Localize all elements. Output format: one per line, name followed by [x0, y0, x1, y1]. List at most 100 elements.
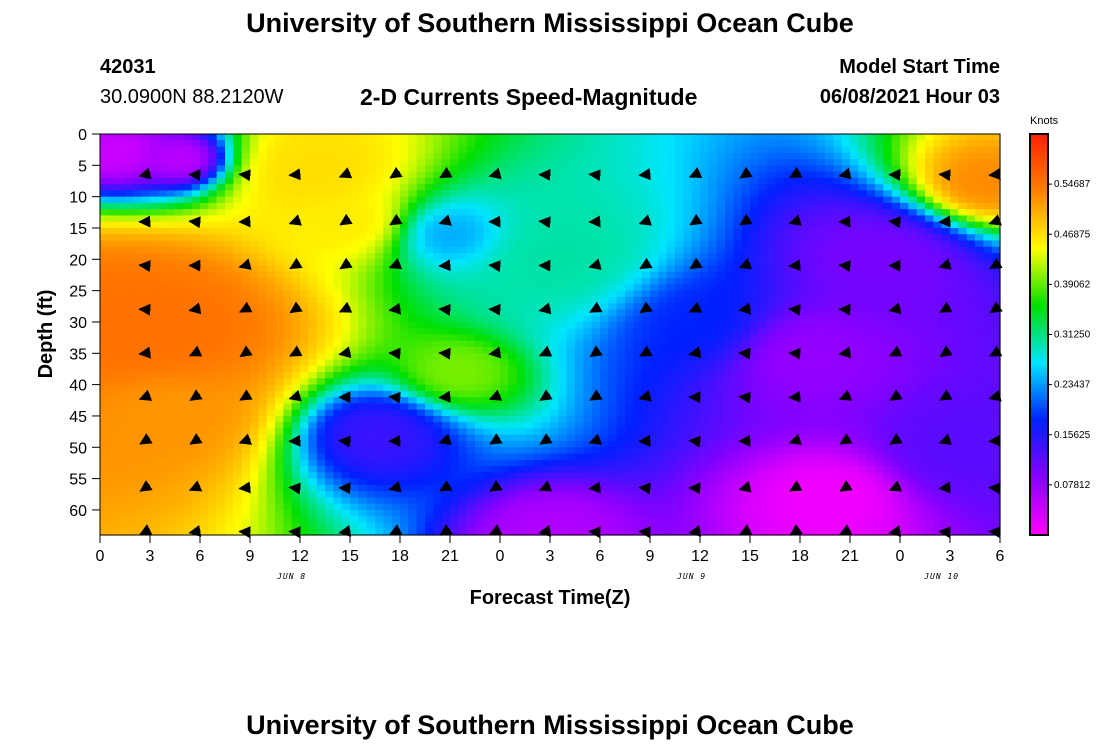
heat-cell: [633, 221, 643, 229]
heat-cell: [475, 253, 484, 260]
heat-cell: [150, 347, 159, 354]
heat-cell: [491, 409, 501, 417]
heat-cell: [575, 271, 584, 279]
heat-cell: [383, 290, 393, 298]
heat-cell: [450, 146, 459, 154]
heat-cell: [233, 146, 243, 154]
heat-cell: [150, 134, 159, 141]
heat-cell: [300, 159, 309, 166]
heat-cell: [283, 209, 293, 217]
heat-cell: [883, 271, 893, 279]
heat-cell: [316, 278, 326, 285]
heat-cell: [116, 340, 126, 348]
heat-cell: [883, 303, 893, 311]
heat-cell: [150, 384, 159, 392]
heat-cell: [383, 246, 393, 254]
heat-cell: [816, 284, 826, 292]
heat-cell: [158, 271, 168, 279]
heat-cell: [866, 134, 876, 141]
heat-cell: [650, 284, 659, 292]
heat-cell: [466, 409, 476, 417]
heat-cell: [575, 353, 584, 361]
heat-cell: [250, 152, 259, 160]
heat-cell: [491, 140, 501, 148]
heat-cell: [366, 303, 376, 311]
heat-cell: [500, 359, 509, 367]
heat-cell: [750, 284, 759, 292]
heat-cell: [883, 365, 893, 373]
heat-cell: [216, 140, 226, 148]
heat-cell: [366, 265, 376, 273]
heat-cell: [475, 165, 484, 173]
heat-cell: [350, 321, 359, 329]
heat-cell: [266, 372, 276, 379]
heat-cell: [950, 215, 959, 223]
heat-cell: [408, 221, 418, 229]
heat-cell: [300, 390, 309, 398]
heat-cell: [366, 309, 376, 317]
heat-cell: [500, 271, 509, 279]
heat-cell: [908, 303, 918, 311]
heat-cell: [208, 221, 218, 229]
heat-cell: [391, 340, 401, 348]
heat-cell: [216, 165, 226, 173]
heat-cell: [175, 265, 184, 273]
heat-cell: [983, 309, 993, 317]
heat-cell: [700, 359, 709, 367]
heat-cell: [958, 403, 968, 411]
heat-cell: [533, 409, 543, 417]
heat-cell: [508, 303, 518, 311]
heat-cell: [191, 234, 201, 242]
heat-cell: [758, 152, 768, 160]
heat-cell: [433, 159, 443, 166]
heat-cell: [458, 265, 468, 273]
heat-cell: [125, 309, 134, 317]
heat-cell: [841, 246, 851, 254]
heat-cell: [616, 415, 626, 423]
heat-cell: [633, 372, 643, 379]
heat-cell: [391, 290, 401, 298]
heat-cell: [425, 259, 434, 267]
heat-cell: [683, 140, 693, 148]
heat-cell: [891, 134, 901, 141]
heat-cell: [875, 290, 884, 298]
heat-cell: [275, 321, 284, 329]
heat-cell: [625, 171, 634, 179]
heat-cell: [983, 415, 993, 423]
heat-cell: [641, 409, 651, 417]
heat-cell: [291, 240, 301, 248]
heat-cell: [166, 265, 176, 273]
heat-cell: [141, 253, 151, 260]
heat-cell: [275, 246, 284, 254]
heat-cell: [550, 134, 559, 141]
heat-cell: [908, 240, 918, 248]
heat-cell: [625, 215, 634, 223]
heat-cell: [983, 296, 993, 304]
heat-cell: [658, 146, 668, 154]
heat-cell: [850, 240, 859, 248]
heat-cell: [533, 165, 543, 173]
heat-cell: [675, 403, 684, 411]
heat-cell: [875, 384, 884, 392]
heat-cell: [458, 171, 468, 179]
heat-cell: [333, 278, 343, 285]
heat-cell: [300, 359, 309, 367]
heat-cell: [750, 415, 759, 423]
heat-cell: [683, 303, 693, 311]
heat-cell: [691, 140, 701, 148]
heat-cell: [441, 190, 451, 198]
heat-cell: [566, 177, 576, 185]
heat-cell: [691, 253, 701, 260]
heat-cell: [983, 359, 993, 367]
heat-cell: [708, 246, 718, 254]
heat-cell: [833, 328, 843, 336]
heat-cell: [275, 240, 284, 248]
heat-cell: [125, 290, 134, 298]
heat-cell: [891, 315, 901, 323]
heat-cell: [441, 372, 451, 379]
heat-cell: [750, 196, 759, 204]
heat-cell: [850, 202, 859, 210]
heat-cell: [825, 359, 834, 367]
heat-cell: [875, 190, 884, 198]
heat-cell: [708, 227, 718, 235]
